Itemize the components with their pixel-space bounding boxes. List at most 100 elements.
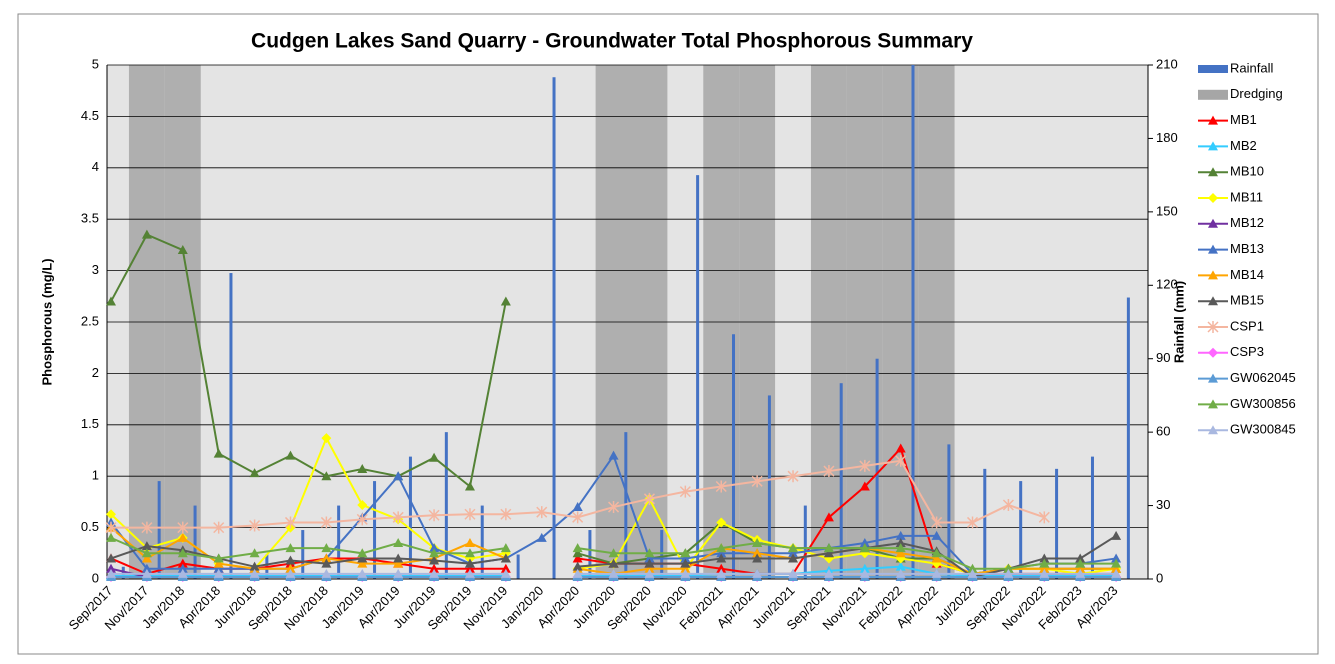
data-point xyxy=(177,568,188,578)
data-point xyxy=(213,568,224,578)
data-point xyxy=(429,563,440,573)
data-point xyxy=(105,521,117,534)
legend-marker xyxy=(1208,167,1218,177)
data-point xyxy=(752,538,763,548)
data-point xyxy=(392,511,404,524)
legend-marker xyxy=(1208,193,1218,203)
rainfall-bar xyxy=(1019,481,1023,579)
y-axis-title: Phosphorous (mg/L) xyxy=(39,258,54,385)
data-point xyxy=(680,563,691,573)
y-tick-label: 2.5 xyxy=(81,313,99,328)
data-point xyxy=(931,553,942,563)
data-point xyxy=(249,568,260,578)
rainfall-bar xyxy=(408,456,412,579)
legend-label: MB15 xyxy=(1230,293,1264,308)
legend-label: GW062045 xyxy=(1230,370,1296,385)
data-point xyxy=(859,481,870,491)
y2-tick-label: 210 xyxy=(1156,56,1178,71)
data-point xyxy=(716,543,727,553)
data-point xyxy=(680,568,691,578)
data-point xyxy=(967,568,978,578)
data-point xyxy=(321,568,332,578)
legend-marker xyxy=(1208,218,1218,228)
data-point xyxy=(106,568,116,578)
data-point xyxy=(213,448,224,458)
data-point xyxy=(680,548,691,558)
data-point xyxy=(608,548,619,558)
legend-marker xyxy=(1208,244,1218,254)
data-point xyxy=(608,501,620,514)
rainfall-bar xyxy=(373,481,377,579)
data-point xyxy=(464,558,475,568)
legend-swatch xyxy=(1198,89,1228,100)
data-point xyxy=(321,543,332,553)
data-point xyxy=(788,548,799,558)
data-point xyxy=(572,511,584,524)
data-point xyxy=(500,296,511,306)
data-point xyxy=(285,555,296,565)
y-tick-label: 1.5 xyxy=(81,416,99,431)
y-tick-label: 0 xyxy=(92,570,99,585)
y2-tick-label: 180 xyxy=(1156,130,1178,145)
data-point xyxy=(1075,558,1086,568)
data-point xyxy=(213,558,224,568)
rainfall-bar xyxy=(803,505,807,579)
data-point xyxy=(715,480,727,493)
data-point xyxy=(895,561,906,571)
data-point xyxy=(177,532,188,542)
data-point xyxy=(141,563,152,573)
data-point xyxy=(249,519,261,532)
legend-label: MB10 xyxy=(1230,164,1264,179)
data-point xyxy=(859,538,870,548)
data-point xyxy=(464,508,476,521)
y2-tick-label: 120 xyxy=(1156,277,1178,292)
data-point xyxy=(680,553,691,563)
y2-tick-label: 0 xyxy=(1156,570,1163,585)
data-point xyxy=(1003,568,1014,578)
data-point xyxy=(751,475,763,488)
data-point xyxy=(608,450,619,460)
rainfall-bar xyxy=(1126,297,1130,579)
rainfall-bar xyxy=(1090,456,1094,579)
data-point xyxy=(1039,558,1050,568)
data-point xyxy=(787,470,799,483)
rainfall-bar xyxy=(480,505,484,579)
legend-label: CSP3 xyxy=(1230,344,1264,359)
y-tick-label: 1 xyxy=(92,468,99,483)
data-point xyxy=(285,450,296,460)
series-line xyxy=(110,534,1117,579)
rainfall-bar xyxy=(229,273,233,579)
rainfall-bar xyxy=(301,530,305,579)
data-point xyxy=(967,563,978,573)
series-line xyxy=(110,536,1117,570)
legend-marker xyxy=(1208,425,1218,435)
legend-marker xyxy=(1208,399,1218,409)
data-point xyxy=(1039,553,1050,563)
data-point xyxy=(249,561,260,571)
data-point xyxy=(1002,498,1014,511)
legend-marker xyxy=(1208,270,1218,280)
data-point xyxy=(500,553,511,563)
data-point xyxy=(357,499,368,510)
y2-tick-label: 60 xyxy=(1156,424,1170,439)
data-point xyxy=(679,485,691,498)
data-point xyxy=(464,563,475,573)
data-point xyxy=(213,563,224,573)
data-point xyxy=(464,538,475,548)
rainfall-bar xyxy=(444,432,448,579)
data-point xyxy=(213,521,225,534)
rainfall-bar xyxy=(660,530,664,579)
y-tick-label: 2 xyxy=(92,365,99,380)
data-point xyxy=(608,568,619,578)
data-point xyxy=(464,568,475,578)
legend-label: Rainfall xyxy=(1230,60,1273,75)
data-point xyxy=(393,538,404,548)
data-point xyxy=(1111,530,1122,540)
data-point xyxy=(716,548,727,558)
data-point xyxy=(177,558,188,568)
data-point xyxy=(393,558,404,568)
legend-marker xyxy=(1208,115,1218,125)
data-point xyxy=(572,543,583,553)
data-point xyxy=(572,548,583,558)
data-point xyxy=(895,568,906,578)
